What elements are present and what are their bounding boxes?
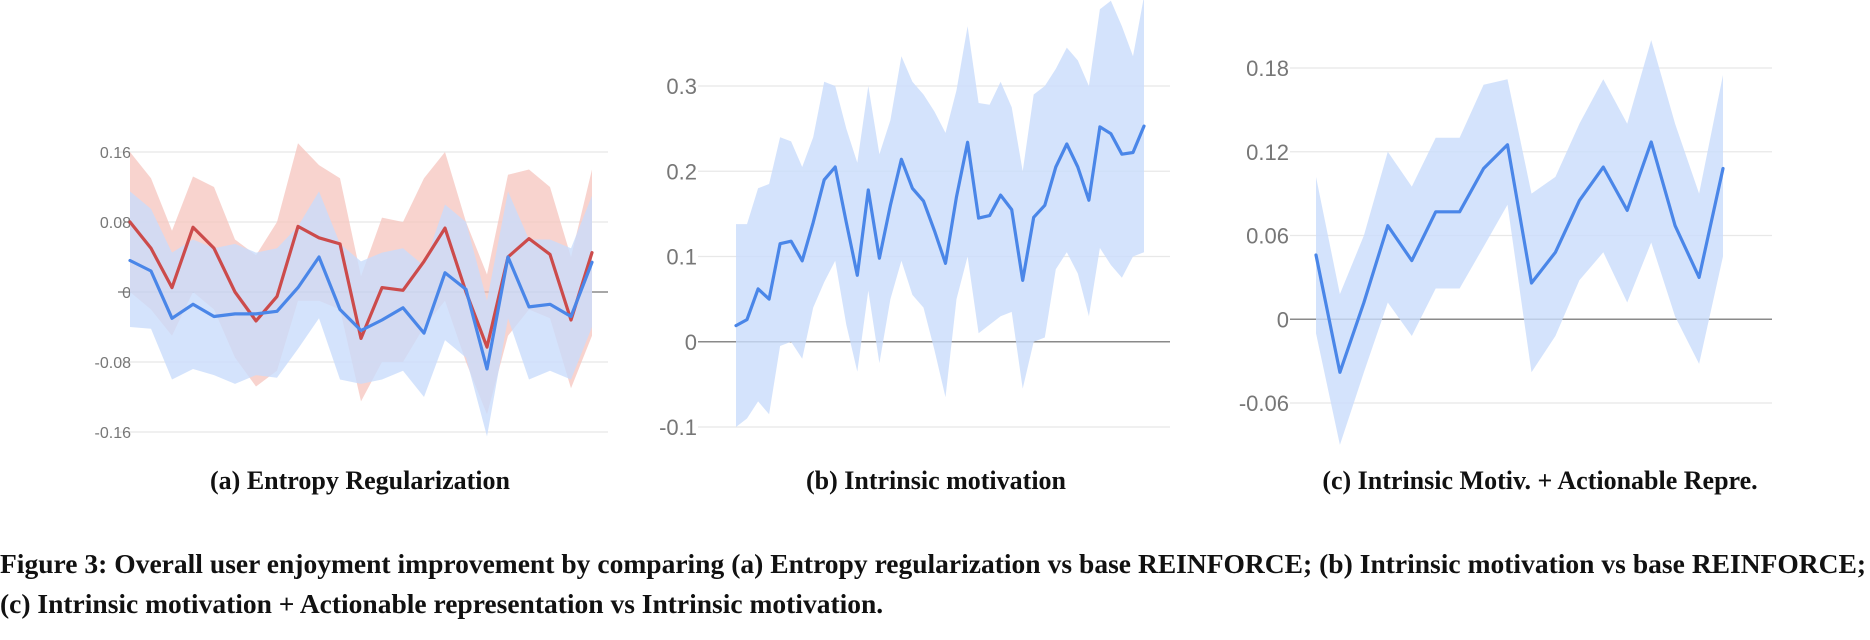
lines [734, 124, 1146, 328]
series-line-red [128, 220, 594, 349]
series-line-blue [128, 255, 594, 371]
y-tick-label: -0.16 [95, 425, 132, 442]
chart-a-plot: 0.16 0.08 0 -0.08 -0.16 [95, 143, 608, 442]
x-tick-label: 2 [835, 440, 847, 465]
y-tick-label: 0.08 [100, 215, 131, 232]
series-line-blue [1314, 140, 1725, 374]
lines [128, 220, 594, 371]
confidence-band-blue [736, 0, 1144, 427]
subcaption-b: (b) Intrinsic motivation [806, 466, 1066, 495]
y-tick-label: -0.06 [1239, 391, 1289, 416]
bands [1316, 40, 1723, 445]
y-tick-label: 0.18 [1246, 56, 1289, 81]
subcaption-c: (c) Intrinsic Motiv. + Actionable Repre. [1322, 466, 1758, 495]
chart-entropy-regularization: 0.16 0.08 0 -0.08 -0.16 [0, 0, 630, 460]
x-tick-label: 2 [1056, 440, 1068, 465]
y-tick-label: 0 [1277, 307, 1289, 332]
y-tick-label: 0.12 [1246, 140, 1289, 165]
chart-intrinsic-motivation: 0.3 0.2 0.1 0 -0.1 2 2 2 2 [630, 0, 1220, 460]
chart-c-plot: 0.18 0.12 0.06 0 -0.06 [1239, 40, 1772, 445]
confidence-band-blue [130, 191, 592, 437]
series-line-blue [734, 124, 1146, 328]
x-tick-label: 2 [946, 440, 958, 465]
confidence-band-blue [1316, 40, 1723, 445]
subcaption-a: (a) Entropy Regularization [210, 466, 510, 495]
y-tick-label: 0.06 [1246, 224, 1289, 249]
chart-intrinsic-actionable: 0.18 0.12 0.06 0 -0.06 [1220, 0, 1870, 460]
y-tick-label: 0.16 [100, 145, 131, 162]
y-tick-label: -0.08 [95, 355, 132, 372]
y-tick-label: 0.2 [666, 159, 697, 184]
y-tick-label: 0.1 [666, 245, 697, 270]
bands [130, 143, 592, 437]
y-tick-label: -0.1 [659, 415, 697, 440]
y-tick-label: 0.3 [666, 74, 697, 99]
y-tick-label: 0 [122, 285, 131, 302]
y-tick-label: 0 [685, 330, 697, 355]
chart-b-plot: 0.30.20.10-0.12 2 2 2 [659, 0, 1170, 444]
lines [1314, 140, 1725, 374]
figure-caption: Figure 3: Overall user enjoyment improve… [0, 548, 1866, 619]
bands [736, 0, 1144, 427]
x-tick-label: 2 [724, 440, 736, 465]
